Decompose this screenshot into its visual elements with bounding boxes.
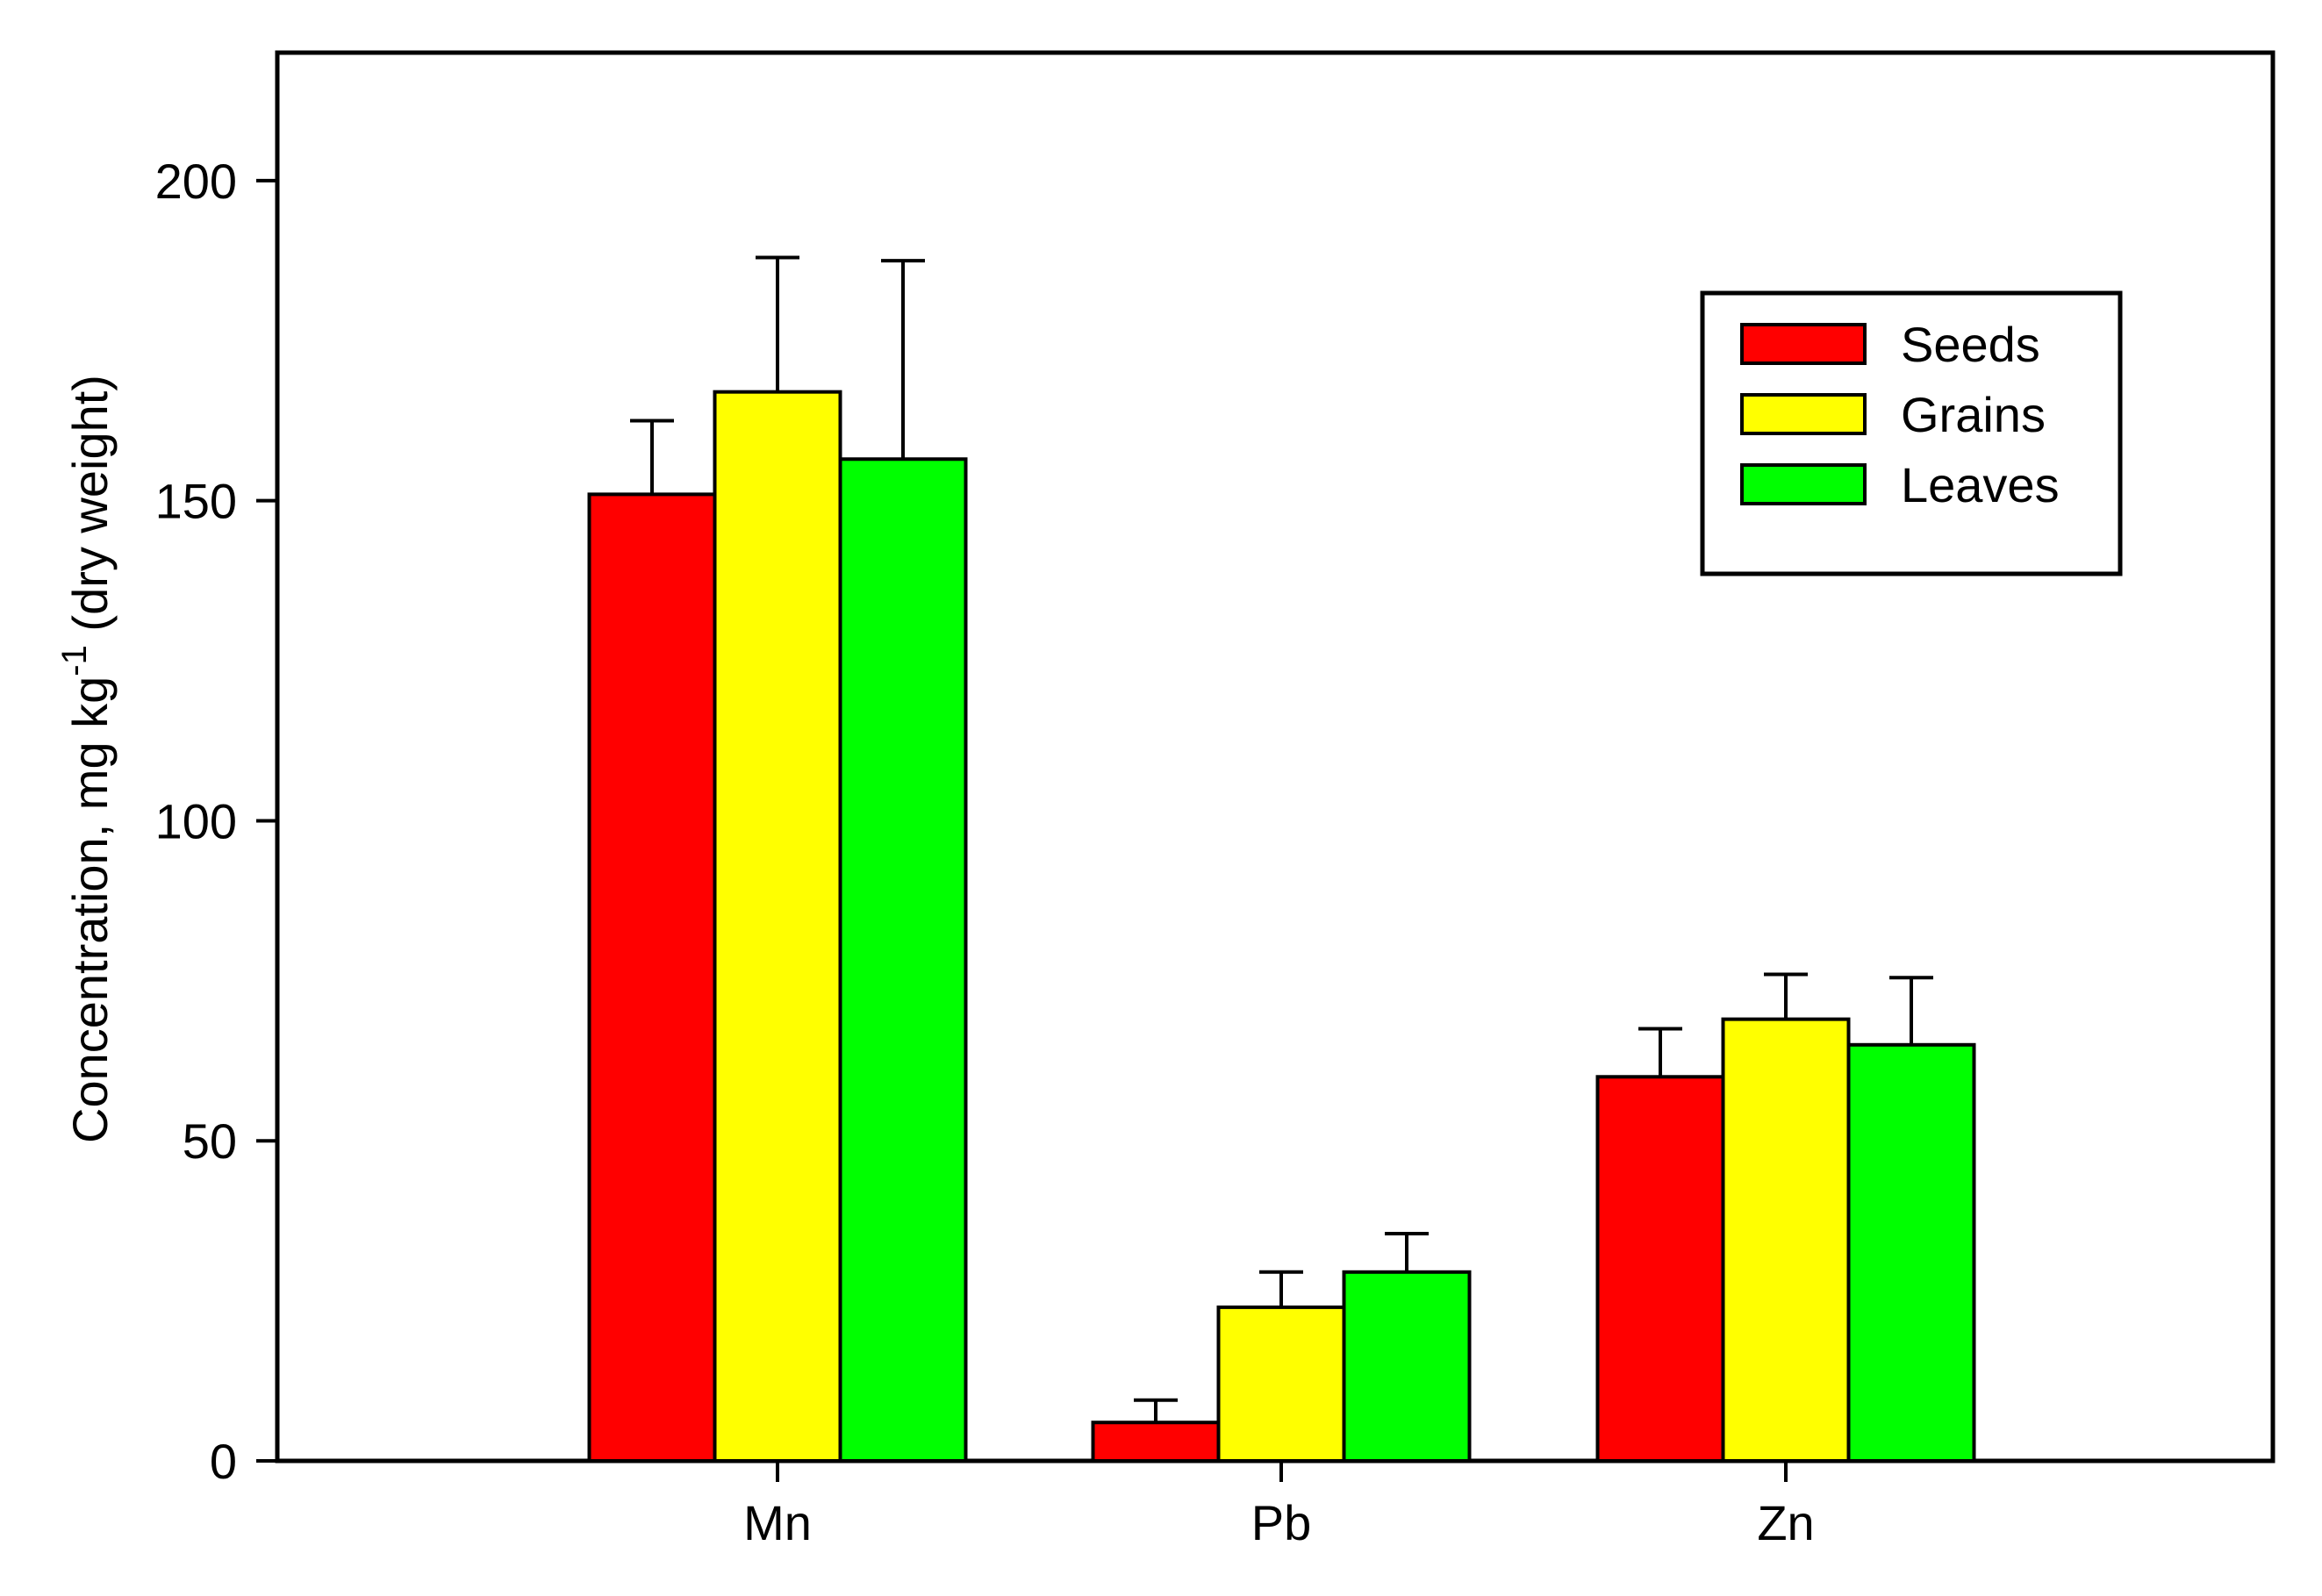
legend-label-leaves: Leaves bbox=[1901, 457, 2060, 512]
y-tick-label-0: 0 bbox=[210, 1434, 237, 1489]
y-axis-title-suffix: (dry weight) bbox=[62, 375, 118, 645]
error-bar-seeds-pb bbox=[1134, 1398, 1178, 1423]
bar-grains-zn bbox=[1721, 1017, 1851, 1463]
error-bar-leaves-zn bbox=[1889, 976, 1933, 1045]
y-tick-label-150: 150 bbox=[155, 474, 237, 529]
y-axis: 0 50 100 150 200 bbox=[155, 154, 277, 1489]
y-tick-label-50: 50 bbox=[183, 1113, 237, 1169]
error-bar-grains-zn bbox=[1764, 972, 1808, 1020]
error-bars-layer bbox=[630, 255, 1933, 1423]
legend-items: Seeds Grains Leaves bbox=[1740, 317, 2060, 512]
bar-leaves-pb bbox=[1342, 1270, 1472, 1463]
error-bar-grains-mn bbox=[756, 255, 799, 392]
y-axis-title-superscript: -1 bbox=[55, 645, 94, 676]
y-axis-title-main: Concentration, mg kg bbox=[62, 676, 118, 1143]
bar-grains-mn bbox=[713, 390, 842, 1464]
bar-seeds-pb bbox=[1091, 1421, 1221, 1464]
bar-grains-pb bbox=[1216, 1305, 1346, 1463]
legend-swatch-grains bbox=[1740, 393, 1867, 435]
legend-swatch-leaves bbox=[1740, 463, 1867, 505]
x-tick-label-zn: Zn bbox=[1757, 1495, 1814, 1550]
error-bar-seeds-mn bbox=[630, 419, 674, 495]
bar-leaves-zn bbox=[1846, 1042, 1976, 1463]
legend-label-grains: Grains bbox=[1901, 387, 2046, 442]
x-tick-label-pb: Pb bbox=[1251, 1495, 1312, 1550]
y-tick-label-100: 100 bbox=[155, 793, 237, 848]
bar-seeds-mn bbox=[587, 492, 717, 1463]
x-axis: Mn Pb Zn bbox=[743, 1461, 1815, 1550]
bar-seeds-zn bbox=[1595, 1075, 1725, 1463]
error-bar-leaves-pb bbox=[1385, 1232, 1429, 1272]
legend-label-seeds: Seeds bbox=[1901, 317, 2040, 372]
x-tick-label-mn: Mn bbox=[743, 1495, 812, 1550]
error-bar-grains-pb bbox=[1259, 1270, 1303, 1307]
bar-leaves-mn bbox=[838, 457, 968, 1463]
error-bar-seeds-zn bbox=[1638, 1027, 1682, 1077]
legend-swatch-seeds bbox=[1740, 323, 1867, 365]
error-bar-leaves-mn bbox=[881, 259, 925, 460]
y-tick-label-200: 200 bbox=[155, 154, 237, 209]
y-axis-title: Concentration, mg kg-1 (dry weight) bbox=[55, 375, 118, 1143]
legend: Seeds Grains Leaves bbox=[1700, 290, 2123, 576]
